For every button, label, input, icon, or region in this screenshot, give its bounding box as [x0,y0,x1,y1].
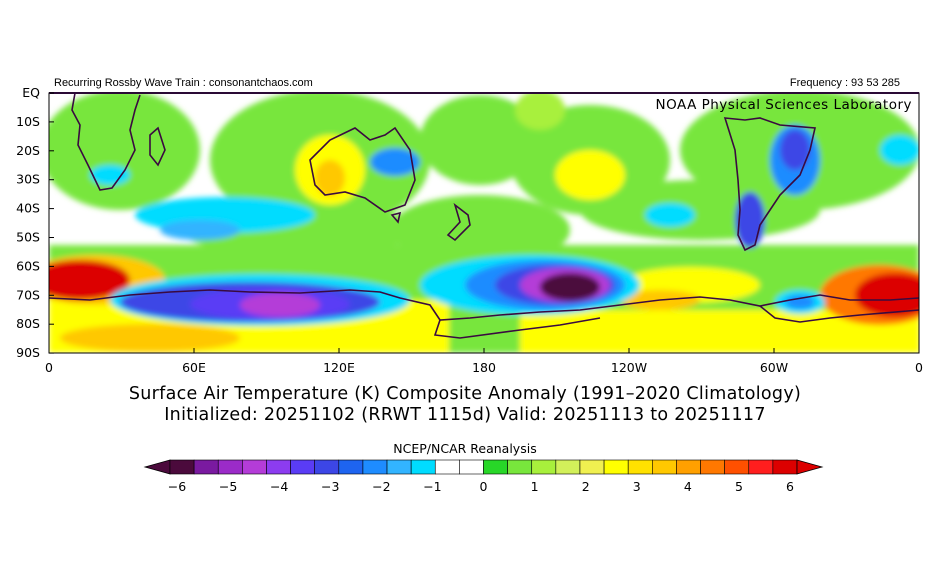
coastline [309,126,416,213]
anomaly-region [90,165,130,185]
frequency-text: Frequency : 93 53 285 [789,77,900,89]
colorbar-cell [459,459,484,475]
anomaly-region [315,160,345,196]
caption-line-1: Surface Air Temperature (K) Composite An… [128,384,802,404]
coastline [723,117,816,252]
colorbar-tick-label: 1 [531,479,539,494]
colorbar-cell [748,459,774,475]
lat-label: 20S [16,143,40,158]
colorbar-tick-label: 0 [480,479,488,494]
anomaly-region [420,95,540,185]
lon-label: 120W [611,360,647,375]
colorbar-cell [579,459,605,475]
colorbar-cell [314,459,340,475]
coastline [433,317,601,339]
coastline [759,305,919,323]
anomaly-region [49,93,200,210]
anomaly-region [555,150,625,200]
lon-label: 180 [472,360,496,375]
colorbar-cell [772,459,798,475]
lon-label: 0 [45,360,53,375]
colorbar-cell [386,459,412,475]
colorbar-cell [483,459,508,475]
colorbar-tick-label: 4 [684,479,692,494]
colorbar-tick-label: −2 [372,479,390,494]
colorbar-tick-label: −4 [270,479,288,494]
colorbar-cell [169,459,195,475]
lat-label: 30S [16,172,40,187]
colorbar-cell [627,459,653,475]
colorbar-cell [434,459,460,475]
lat-label: EQ [22,85,40,100]
colorbar-cell [217,459,243,475]
lab-label: NOAA Physical Sciences Laboratory [655,97,912,113]
colorbar-tick-label: 3 [633,479,641,494]
colorbar-cell [555,459,581,475]
anomaly-region [785,295,815,309]
coastline [149,126,166,167]
anomaly-region [880,135,919,165]
colorbar-cell [507,459,533,475]
coastline [390,211,402,224]
colorbar-arrow-right [796,459,824,475]
colorbar-cell [362,459,388,475]
colorbar-cell [652,459,677,475]
coastline [71,93,141,191]
colorbar-cell [700,459,725,475]
lat-label: 90S [16,345,40,360]
lat-label: 60S [16,258,40,273]
colorbar-cell [724,459,750,475]
colorbar-cell [290,459,315,475]
colorbar-cell [531,459,557,475]
lon-label: 120E [323,360,355,375]
plot-source-text: Recurring Rossby Wave Train : consonantc… [54,77,313,89]
anomaly-region [240,293,320,317]
colorbar-tick-label: −6 [168,479,186,494]
lat-label: 70S [16,287,40,302]
colorbar-cell [338,459,364,475]
colorbar-tick-label: 2 [582,479,590,494]
lat-label: 80S [16,316,40,331]
colorbar-cell [266,459,291,475]
lon-label: 60W [760,360,788,375]
colorbar-cell [410,459,436,475]
lon-label: 0 [915,360,923,375]
anomaly-region [645,203,695,227]
lon-label: 60E [182,360,206,375]
colorbar-arrow-left [143,459,171,475]
colorbar-tick-label: 6 [786,479,794,494]
colorbar-tick-label: −3 [321,479,339,494]
colorbar-cell [603,459,629,475]
lat-label: 10S [16,114,40,129]
anomaly-map: NOAA Physical Sciences Laboratory EQ 10S 2… [16,85,923,375]
colorbar-tick-label: −5 [219,479,237,494]
lat-label: 40S [16,201,40,216]
anomaly-region [855,273,919,317]
figure-caption: Surface Air Temperature (K) Composite An… [0,384,930,426]
anomaly-region [370,148,420,176]
anomaly-region [49,260,130,300]
anomaly-region [540,273,600,301]
coastline [49,289,919,321]
lat-label: 50S [16,230,40,245]
caption-line-2: Initialized: 20251102 (RRWT 1115d) Valid… [164,405,766,425]
colorbar-cell [193,459,219,475]
colorbar-cell [242,459,267,475]
anomaly-region [160,220,240,240]
anomaly-region [60,324,240,352]
anomaly-region [515,93,565,130]
colorbar-tick-label: −1 [423,479,441,494]
anomaly-region [780,130,810,170]
coastline [446,202,471,242]
colorbar-title: NCEP/NCAR Reanalysis [393,441,537,456]
colorbar-cell [676,459,701,475]
colorbar-tick-label: 5 [735,479,743,494]
